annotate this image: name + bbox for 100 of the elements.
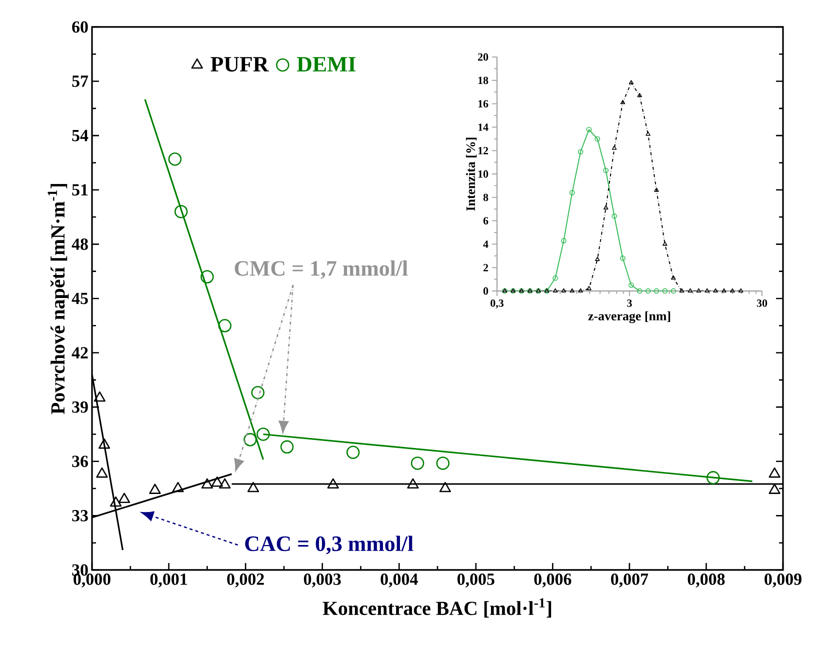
point bbox=[552, 288, 558, 293]
x-tick-label: 0,000 bbox=[74, 574, 110, 588]
point bbox=[118, 492, 130, 504]
point bbox=[670, 275, 676, 280]
point bbox=[211, 476, 223, 487]
x-tick-label: 0,002 bbox=[227, 574, 264, 588]
x-tick-label: 0,007 bbox=[611, 574, 648, 588]
point bbox=[696, 288, 702, 293]
x-axis-title: Koncentrace BAC [mol·l$^{-1}$] bbox=[322, 598, 552, 618]
point bbox=[730, 288, 735, 293]
point bbox=[688, 288, 693, 293]
point bbox=[578, 149, 584, 154]
point bbox=[713, 288, 718, 293]
y-tick-label: 51 bbox=[72, 184, 88, 196]
legend-label: DEMI bbox=[296, 57, 356, 72]
x-tick-label: 0,009 bbox=[764, 574, 802, 588]
point bbox=[569, 190, 575, 196]
y-tick-label: 18 bbox=[478, 76, 488, 84]
point bbox=[247, 482, 260, 492]
point bbox=[346, 446, 360, 459]
point bbox=[612, 146, 617, 150]
x-axis-title: z-average [nm] bbox=[588, 311, 670, 324]
point bbox=[738, 288, 744, 293]
point bbox=[679, 288, 684, 293]
point bbox=[439, 482, 452, 492]
y-tick-label: 0 bbox=[483, 287, 488, 295]
point bbox=[628, 80, 634, 84]
y-tick-label: 12 bbox=[478, 146, 488, 154]
point bbox=[645, 288, 651, 294]
x-tick-label: 0,006 bbox=[534, 574, 572, 588]
x-tick-label: 0,001 bbox=[150, 574, 187, 588]
point bbox=[570, 288, 575, 293]
point bbox=[280, 440, 294, 454]
point bbox=[704, 288, 710, 293]
point bbox=[251, 386, 264, 400]
y-tick-label: 10 bbox=[478, 170, 488, 178]
point bbox=[552, 275, 558, 281]
y-tick-label: 20 bbox=[478, 53, 488, 61]
point bbox=[578, 288, 583, 293]
point bbox=[586, 286, 592, 290]
point bbox=[561, 288, 566, 293]
point bbox=[561, 238, 566, 244]
x-tick-label: 0,003 bbox=[304, 574, 341, 588]
y-tick-label: 45 bbox=[72, 292, 88, 304]
point bbox=[654, 288, 660, 294]
annotation: CAC = 0,3 mmol/l bbox=[245, 536, 414, 554]
point bbox=[94, 391, 106, 402]
point bbox=[646, 132, 650, 136]
y-tick-label: 60 bbox=[72, 21, 88, 33]
y-tick-label: 39 bbox=[72, 401, 88, 413]
point bbox=[200, 270, 214, 284]
point bbox=[172, 482, 184, 492]
point bbox=[98, 438, 110, 449]
y-tick-label: 54 bbox=[72, 130, 88, 142]
point bbox=[436, 456, 450, 470]
y-tick-label: 4 bbox=[483, 240, 488, 248]
point bbox=[110, 496, 122, 507]
point bbox=[620, 256, 626, 261]
point bbox=[586, 126, 592, 132]
point bbox=[410, 456, 424, 470]
y-tick-label: 30 bbox=[72, 564, 88, 576]
x-tick-label: 0,3 bbox=[490, 299, 504, 308]
point bbox=[706, 471, 720, 484]
point bbox=[327, 478, 339, 489]
y-tick-label: 8 bbox=[483, 194, 488, 202]
point bbox=[407, 478, 419, 489]
y-tick-label: 33 bbox=[72, 510, 88, 522]
y-tick-label: 57 bbox=[72, 76, 88, 87]
y-tick-label: 42 bbox=[72, 347, 88, 358]
x-tick-label: 0,004 bbox=[380, 574, 418, 588]
annotation: CMC = 1,7 mmol/l bbox=[234, 260, 408, 280]
point bbox=[662, 288, 668, 294]
point bbox=[218, 319, 232, 332]
point bbox=[603, 168, 609, 174]
point bbox=[654, 188, 659, 192]
point bbox=[637, 92, 642, 98]
point bbox=[168, 152, 182, 166]
point bbox=[636, 288, 642, 294]
x-tick-label: 3 bbox=[627, 299, 632, 307]
point bbox=[594, 136, 600, 142]
y-tick-label: 14 bbox=[478, 124, 488, 131]
point bbox=[219, 478, 231, 489]
x-tick-label: 30 bbox=[756, 299, 768, 307]
point bbox=[595, 256, 600, 261]
point bbox=[201, 478, 213, 489]
point bbox=[612, 213, 618, 219]
x-tick-label: 0,005 bbox=[457, 574, 494, 588]
y-tick-label: 6 bbox=[483, 217, 488, 224]
point bbox=[768, 467, 780, 478]
point bbox=[628, 282, 634, 288]
y-tick-label: 48 bbox=[72, 238, 88, 250]
point bbox=[662, 241, 668, 246]
y-tick-label: 36 bbox=[72, 456, 88, 468]
point bbox=[149, 484, 161, 494]
point bbox=[174, 204, 188, 218]
legend-label: PUFR bbox=[210, 57, 269, 72]
point bbox=[96, 467, 108, 478]
x-tick-label: 0,008 bbox=[688, 574, 725, 588]
y-axis-title: Intenzita [%] bbox=[466, 138, 477, 211]
point bbox=[603, 205, 608, 210]
